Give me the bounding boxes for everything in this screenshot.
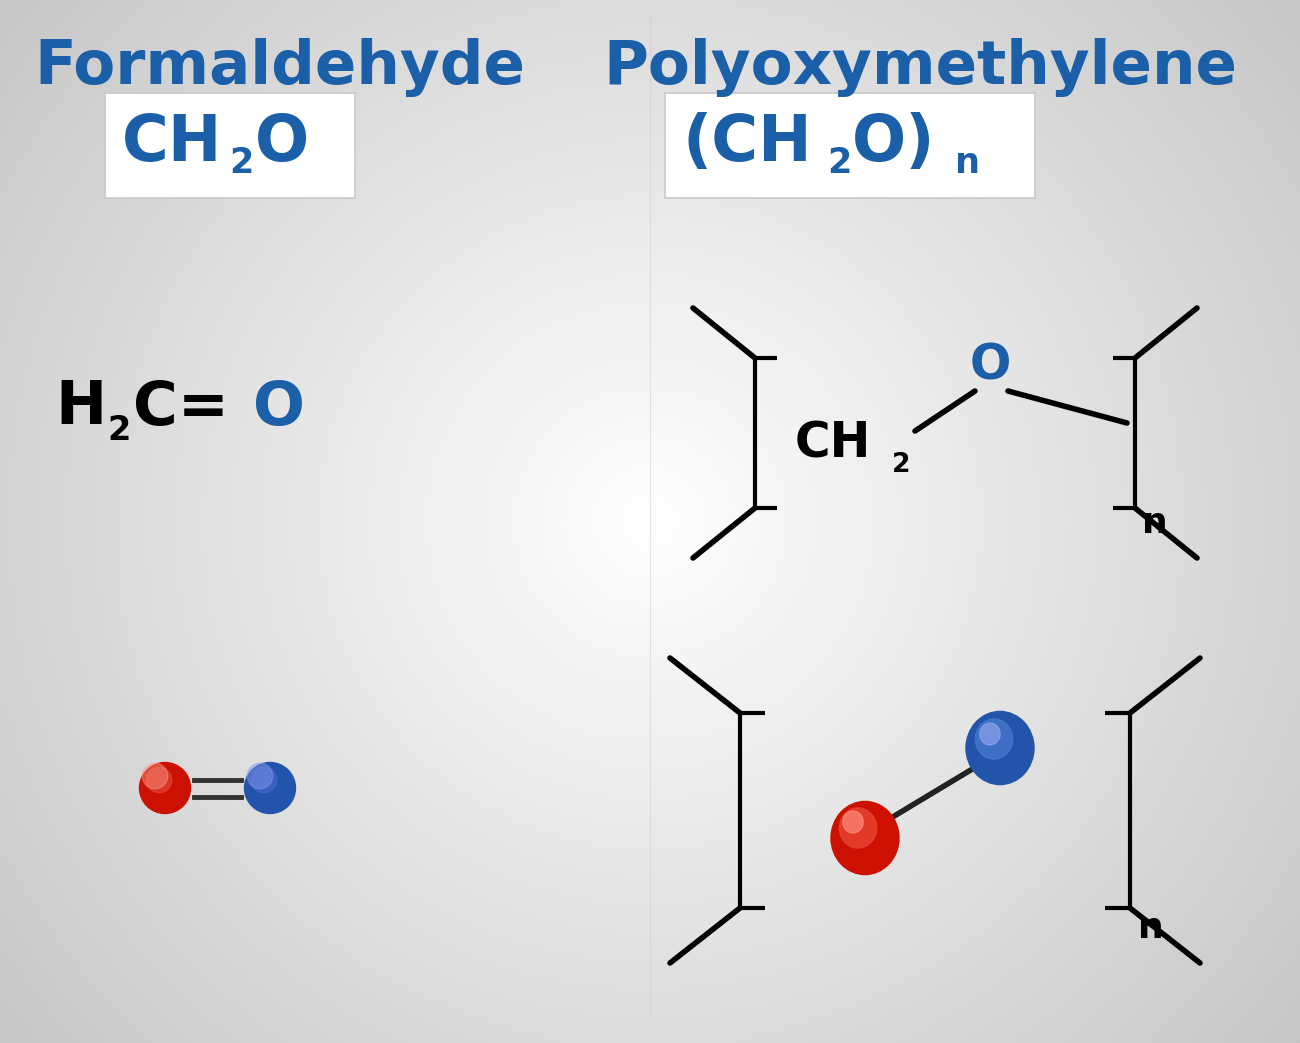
Text: O): O) [852,112,936,174]
Text: C=: C= [133,379,229,437]
Text: Polyoxymethylene: Polyoxymethylene [603,38,1238,97]
Text: 2: 2 [892,452,910,478]
Circle shape [139,762,191,814]
Circle shape [142,763,168,789]
Text: n: n [1138,911,1164,945]
FancyBboxPatch shape [105,93,355,198]
Text: O: O [254,379,306,437]
Text: (CH: (CH [682,112,811,174]
Text: CH: CH [796,419,871,467]
Ellipse shape [975,719,1013,759]
Text: O: O [255,112,309,174]
FancyBboxPatch shape [666,93,1035,198]
Text: O: O [970,342,1010,390]
Text: CH: CH [122,112,222,174]
Text: Formaldehyde: Formaldehyde [35,38,525,97]
Circle shape [244,762,295,814]
Text: 2: 2 [229,146,254,180]
Text: 2: 2 [827,146,852,180]
Circle shape [247,763,273,789]
Ellipse shape [842,811,863,833]
Circle shape [146,768,172,793]
Ellipse shape [966,711,1034,784]
Ellipse shape [840,808,876,848]
Text: 2: 2 [107,413,130,446]
Ellipse shape [831,801,900,874]
Ellipse shape [980,723,1000,745]
Text: n: n [1141,506,1167,540]
Circle shape [251,768,277,793]
Text: n: n [956,146,980,180]
Text: H: H [55,379,107,437]
